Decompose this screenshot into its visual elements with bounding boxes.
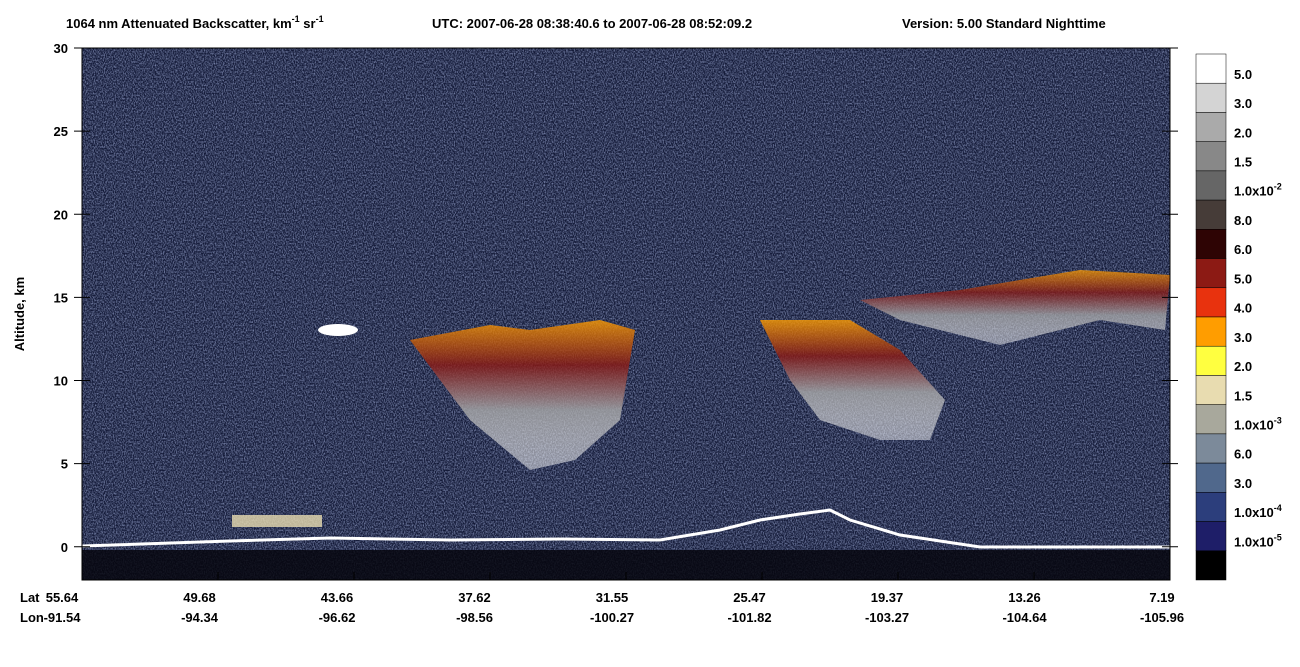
colorbar-swatch: [1195, 316, 1227, 347]
lon-label: -103.27: [865, 610, 909, 625]
colorbar-label-text: 1.0x10: [1234, 505, 1274, 520]
colorbar-label-text: 1.5: [1234, 388, 1252, 403]
colorbar-swatch: [1195, 375, 1227, 405]
colorbar-swatch: [1195, 82, 1227, 113]
x-row-label: Lon: [20, 610, 44, 625]
colorbar-swatch: [1195, 53, 1227, 84]
y-tick-label: 5: [61, 457, 68, 472]
colorbar-swatch: [1195, 550, 1227, 581]
y-tick-label: 30: [54, 41, 68, 56]
colorbar-label-text: 4.0: [1234, 301, 1252, 316]
lon-label: -98.56: [456, 610, 493, 625]
colorbar-label: 2.0: [1234, 359, 1252, 374]
lon-label: -104.64: [1002, 610, 1047, 625]
lon-label: -105.96: [1140, 610, 1184, 625]
colorbar-swatch: [1195, 521, 1227, 552]
colorbar-label-text: 3.0: [1234, 330, 1252, 345]
lat-label: 7.19: [1149, 590, 1174, 605]
colorbar-label-text: 5.0: [1234, 271, 1252, 286]
colorbar-swatch: [1195, 170, 1227, 201]
colorbar-label: 5.0: [1234, 67, 1252, 82]
colorbar-label-text: 6.0: [1234, 242, 1252, 257]
y-tick-label: 10: [54, 374, 68, 389]
plot-area: [81, 48, 1170, 580]
colorbar-label-exponent: -3: [1274, 416, 1282, 426]
colorbar-label-text: 6.0: [1234, 447, 1252, 462]
title-text: sr: [300, 16, 316, 31]
colorbar-label-text: 1.0x10: [1234, 184, 1274, 199]
lat-label: 43.66: [321, 590, 354, 605]
colorbar-label: 1.0x10-4: [1234, 503, 1282, 520]
colorbar-swatch: [1195, 433, 1227, 464]
colorbar-swatch: [1195, 199, 1227, 230]
chart-title: 1064 nm Attenuated Backscatter, km-1 sr-…: [66, 14, 1106, 31]
colorbar-label: 2.0: [1234, 125, 1252, 140]
y-tick-label: 25: [54, 124, 68, 139]
title-utc: UTC: 2007-06-28 08:38:40.6 to 2007-06-28…: [432, 16, 752, 31]
colorbar-label: 1.0x10-3: [1234, 416, 1282, 433]
lat-label: 37.62: [458, 590, 491, 605]
colorbar-label-exponent: -5: [1274, 532, 1282, 542]
colorbar-swatch: [1195, 404, 1227, 435]
colorbar-label: 8.0: [1234, 213, 1252, 228]
colorbar-label-text: 5.0: [1234, 67, 1252, 82]
colorbar-label: 1.0x10-5: [1234, 532, 1282, 549]
colorbar-label-text: 1.0x10: [1234, 534, 1274, 549]
lat-label: 55.64: [46, 590, 79, 605]
title-exponent: -1: [292, 14, 300, 24]
colorbar-swatch: [1195, 492, 1227, 522]
colorbar-label-exponent: -2: [1274, 182, 1282, 192]
colorbar-swatch: [1195, 462, 1227, 493]
colorbar-swatch: [1195, 345, 1227, 376]
colorbar-label-text: 8.0: [1234, 213, 1252, 228]
colorbar-label: 6.0: [1234, 242, 1252, 257]
colorbar-label: 3.0: [1234, 476, 1252, 491]
lon-label: -100.27: [590, 610, 634, 625]
colorbar-swatch: [1195, 258, 1227, 289]
colorbar-label-exponent: -4: [1274, 503, 1282, 513]
colorbar-label-text: 2.0: [1234, 125, 1252, 140]
colorbar-label-text: 3.0: [1234, 96, 1252, 111]
title-version: Version: 5.00 Standard Nighttime: [902, 16, 1106, 31]
x-row-label: Lat: [20, 590, 40, 605]
lon-label: -96.62: [319, 610, 356, 625]
y-tick-label: 15: [54, 290, 68, 305]
title-text: 1064 nm Attenuated Backscatter, km: [66, 16, 292, 31]
colorbar-swatch: [1195, 229, 1227, 259]
colorbar-label: 1.5: [1234, 388, 1252, 403]
colorbar-label-text: 2.0: [1234, 359, 1252, 374]
lat-label: 31.55: [596, 590, 629, 605]
lat-label: 13.26: [1008, 590, 1041, 605]
title-exponent: -1: [316, 14, 324, 24]
lat-label: 25.47: [733, 590, 766, 605]
colorbar-label-text: 3.0: [1234, 476, 1252, 491]
lon-label: -91.54: [44, 610, 82, 625]
colorbar-label-text: 1.0x10: [1234, 418, 1274, 433]
y-axis-label: Altitude, km: [12, 277, 27, 351]
lat-label: 49.68: [183, 590, 216, 605]
lon-label: -101.82: [727, 610, 771, 625]
colorbar-swatch: [1195, 141, 1227, 172]
colorbar-label: 1.5: [1234, 155, 1252, 170]
colorbar-label: 3.0: [1234, 330, 1252, 345]
colorbar-label: 6.0: [1234, 447, 1252, 462]
colorbar-label: 5.0: [1234, 271, 1252, 286]
colorbar-swatch: [1195, 112, 1227, 142]
lon-label: -94.34: [181, 610, 219, 625]
colorbar-label-text: 1.5: [1234, 155, 1252, 170]
y-tick-label: 0: [61, 540, 68, 555]
lat-label: 19.37: [871, 590, 904, 605]
colorbar-label: 1.0x10-2: [1234, 182, 1282, 199]
y-tick-label: 20: [54, 207, 68, 222]
colorbar-swatch: [1195, 287, 1227, 318]
colorbar-label: 4.0: [1234, 301, 1252, 316]
colorbar-label: 3.0: [1234, 96, 1252, 111]
